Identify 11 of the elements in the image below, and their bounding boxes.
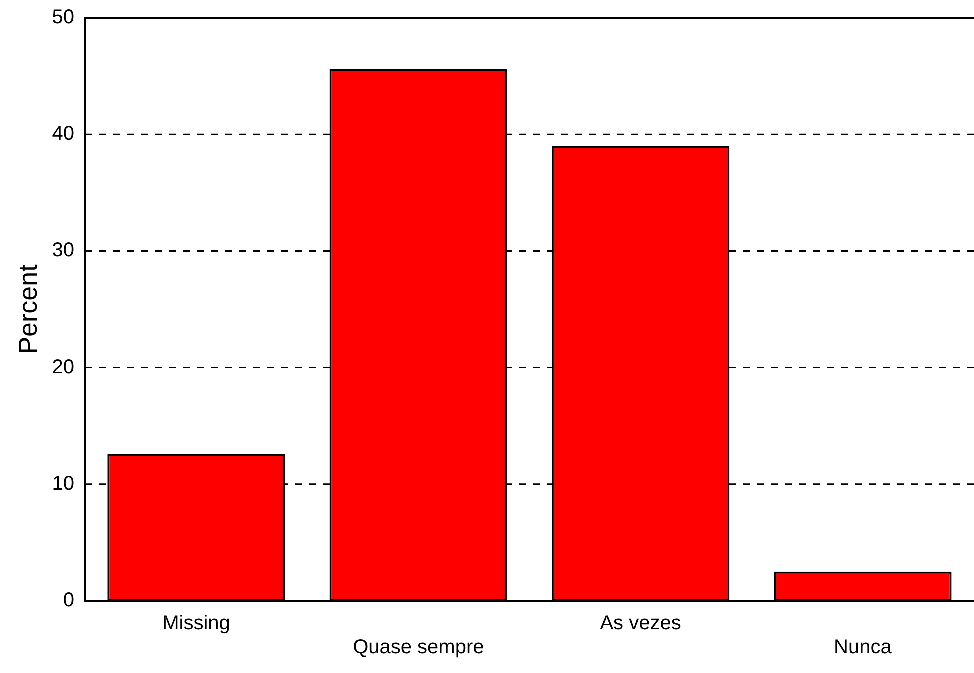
y-axis-title: Percent <box>12 264 43 354</box>
y-tick-label: 0 <box>63 590 74 612</box>
x-tick-label: Quase sempre <box>353 636 484 659</box>
x-tick-label: As vezes <box>600 612 682 635</box>
y-tick-label: 30 <box>52 240 74 262</box>
y-tick-label: 10 <box>52 472 74 495</box>
y-tick-label: 50 <box>52 6 74 29</box>
x-tick-label: Nunca <box>834 636 893 659</box>
y-tick-label: 20 <box>52 356 74 378</box>
x-tick-label: Missing <box>162 612 230 635</box>
y-tick-label: 40 <box>52 123 74 146</box>
